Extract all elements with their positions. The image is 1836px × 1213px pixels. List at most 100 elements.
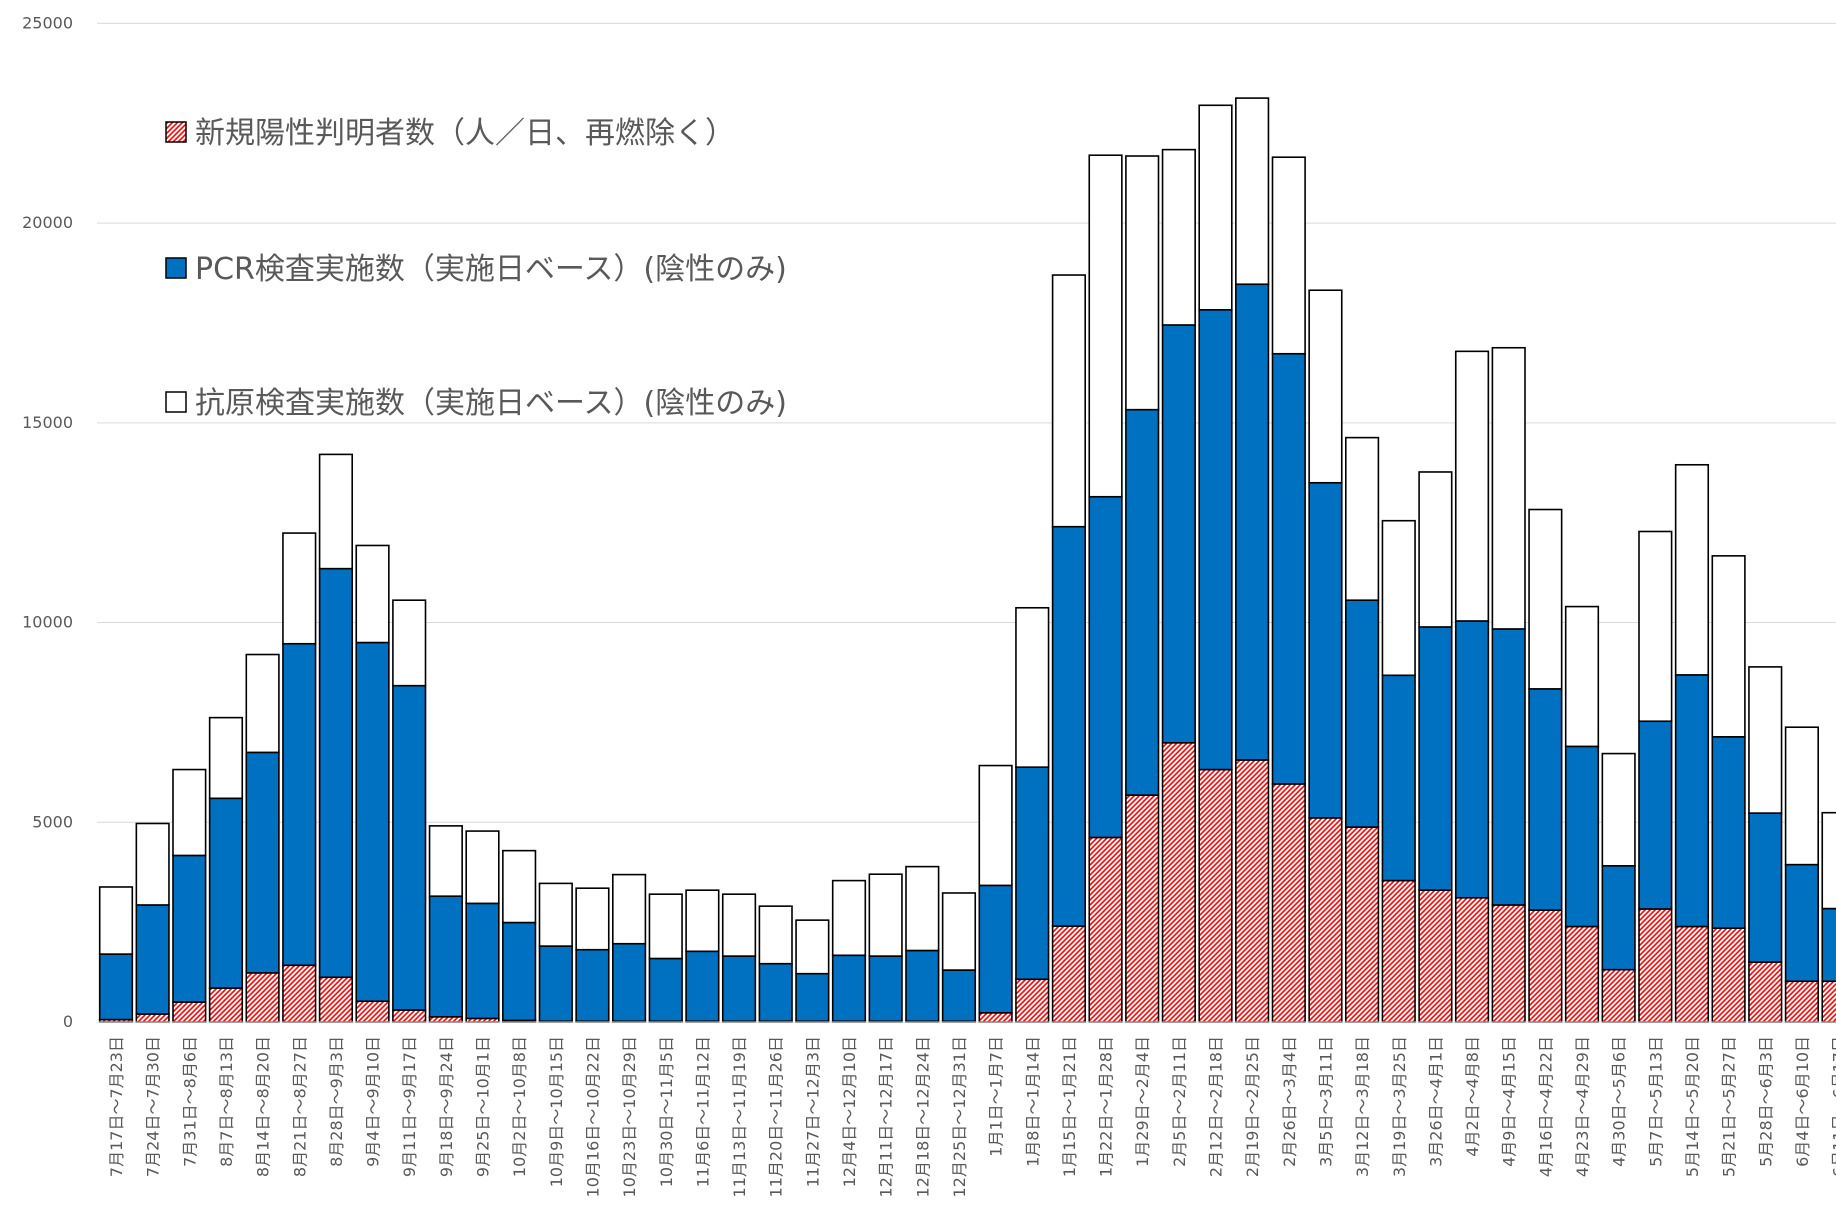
legend-label: 新規陽性判明者数（人／日、再燃除く） (195, 116, 735, 151)
bar-segment (1161, 741, 1196, 1023)
bar-segment (355, 1000, 390, 1023)
bar-segment (1601, 752, 1636, 867)
bar-segment (1271, 783, 1306, 1023)
bar-segment (611, 873, 647, 945)
bar-segment (868, 955, 903, 1023)
x-tick-label: 7月24日～7月30日 (144, 1036, 163, 1177)
bar-segment (1821, 907, 1836, 983)
bar-segment (1821, 980, 1836, 1023)
bar-segment (172, 854, 207, 1003)
y-tick-label: 15000 (22, 413, 73, 432)
bar-segment (245, 653, 280, 754)
legend-swatch (165, 257, 187, 279)
bar-segment (1418, 626, 1453, 891)
x-tick-label: 5月7日～5月13日 (1646, 1036, 1665, 1167)
x-tick-label: 1月15日～1月21日 (1060, 1036, 1079, 1177)
bar-segment (1491, 904, 1526, 1023)
bar-segment (758, 905, 793, 965)
bar-segment (208, 797, 244, 989)
bar-segment (1674, 925, 1710, 1023)
bar-segment (392, 599, 427, 687)
bar-segment (1381, 879, 1416, 1023)
bar-segment (941, 892, 977, 971)
bar-segment (1015, 978, 1050, 1023)
bar-segment (868, 873, 903, 957)
bar-segment (1308, 289, 1343, 484)
x-tick-label: 1月1日～1月7日 (987, 1036, 1006, 1157)
bar-segment (1564, 605, 1600, 748)
bar-segment (465, 830, 500, 905)
bar-segment (905, 865, 940, 952)
bar-segment (905, 949, 940, 1023)
x-tick-label: 3月12日～3月18日 (1353, 1036, 1372, 1177)
bar-segment (1015, 606, 1050, 768)
y-tick-label: 25000 (22, 13, 73, 32)
bar-segment (1454, 896, 1490, 1023)
bar-segment (282, 642, 317, 967)
bar-segment (1711, 927, 1746, 1023)
bar-segment (428, 825, 463, 897)
x-tick-label: 1月22日～1月28日 (1097, 1036, 1116, 1177)
bar-segment (1711, 555, 1746, 738)
bar-segment (978, 764, 1013, 887)
x-tick-label: 7月17日～7月23日 (107, 1036, 126, 1177)
bar-segment (1638, 720, 1673, 910)
bar-segment (831, 879, 867, 957)
x-tick-label: 2月19日～2月25日 (1243, 1036, 1262, 1177)
x-tick-label: 3月19日～3月25日 (1390, 1036, 1409, 1177)
legend-label: 抗原検査実施数（実施日ベース）(陰性のみ) (195, 386, 787, 421)
bar-segment (1381, 674, 1416, 882)
x-tick-label: 5月28日～6月3日 (1756, 1036, 1775, 1167)
bar-segment (1235, 759, 1270, 1023)
bar-segment (318, 976, 354, 1023)
bar-segment (1418, 889, 1453, 1023)
x-tick-label: 8月28日～9月3日 (327, 1036, 346, 1167)
x-tick-label: 11月6日～11月12日 (693, 1036, 712, 1187)
bar-segment (1528, 688, 1563, 911)
x-tick-label: 10月9日～10月15日 (547, 1036, 566, 1187)
y-tick-label: 10000 (22, 613, 73, 632)
bar-segment (575, 887, 610, 951)
bar-segment (465, 902, 500, 1020)
x-tick-label: 9月18日～9月24日 (437, 1036, 456, 1177)
x-tick-label: 9月11日～9月17日 (400, 1036, 419, 1177)
x-tick-label: 2月12日～2月18日 (1207, 1036, 1226, 1177)
bar-segment (1198, 768, 1233, 1023)
x-tick-label: 1月8日～1月14日 (1023, 1036, 1042, 1167)
x-tick-label: 9月25日～10月1日 (474, 1036, 493, 1177)
bar-segment (1308, 481, 1343, 819)
bar-segment (245, 972, 280, 1023)
x-tick-label: 12月4日～12月10日 (840, 1036, 859, 1187)
bar-segment (172, 768, 207, 857)
bar-segment (318, 453, 354, 570)
bar-segment (1271, 352, 1306, 785)
x-tick-label: 4月16日～4月22日 (1536, 1036, 1555, 1177)
x-tick-label: 4月30日～5月6日 (1610, 1036, 1629, 1167)
bar-segment (1051, 925, 1086, 1023)
bar-segment (1088, 495, 1123, 839)
bar-segment (502, 921, 537, 1022)
x-tick-label: 10月30日～11月5日 (657, 1036, 676, 1187)
bar-segment (1161, 324, 1196, 744)
bar-segment (208, 716, 244, 800)
bar-segment (1821, 811, 1836, 910)
bar-segment (1088, 836, 1123, 1023)
bar-segment (1308, 817, 1343, 1023)
bar-segment (648, 957, 683, 1023)
x-tick-label: 7月31日～8月6日 (180, 1036, 199, 1167)
bar-segment (392, 684, 427, 1011)
bar-segment (1674, 463, 1710, 676)
bar-segment (1564, 745, 1600, 928)
bar-segment (978, 1012, 1013, 1023)
bar-segment (1454, 620, 1490, 899)
bar-segment (1271, 156, 1306, 355)
bar-segment (1528, 909, 1563, 1023)
bar-segment (98, 886, 134, 955)
y-tick-label: 5000 (32, 812, 73, 831)
bar-segment (685, 950, 720, 1023)
y-tick-label: 0 (63, 1012, 73, 1031)
bar-segment (1528, 508, 1563, 690)
x-tick-label: 10月23日～10月29日 (620, 1036, 639, 1197)
bar-segment (1784, 726, 1819, 866)
